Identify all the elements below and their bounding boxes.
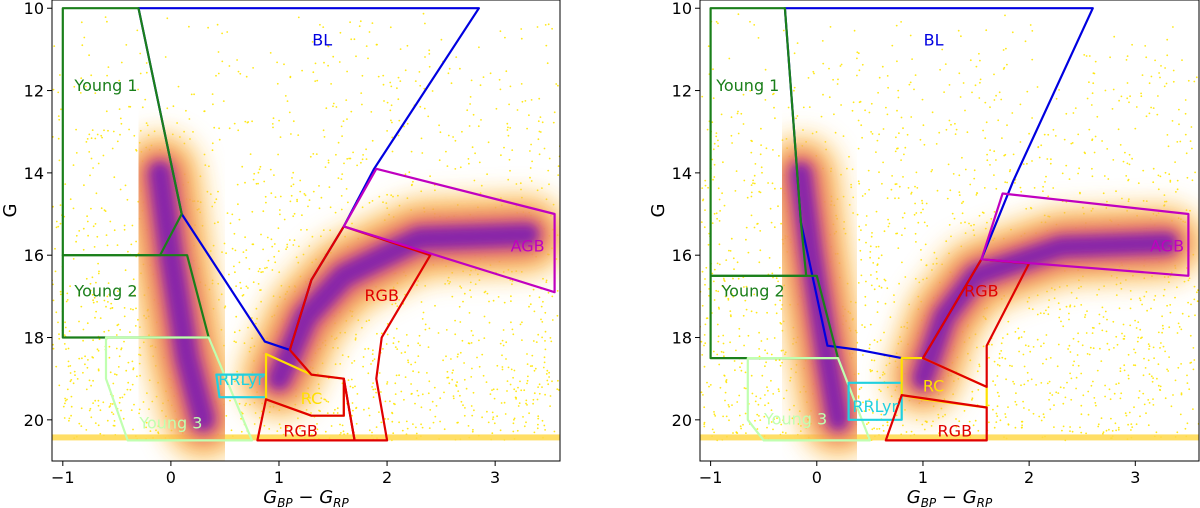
x-tick-label: −1	[51, 468, 75, 487]
y-tick-label: 14	[672, 164, 692, 183]
x-tick-label: 2	[1024, 468, 1034, 487]
region-label: RC	[923, 376, 945, 395]
region-label: RRLyr	[218, 370, 264, 389]
region-label: RGB	[283, 422, 318, 441]
x-axis-label: GBP − GRP	[263, 487, 349, 508]
y-tick-label: 12	[24, 82, 44, 101]
region-label: AGB	[1150, 237, 1184, 256]
plot-area	[700, 7, 1199, 455]
y-tick-label: 10	[672, 0, 692, 18]
right-panel: BL Young 1 Young 2 Young 3 RRLyr RC RGB RGB AGB −…	[648, 0, 1200, 508]
left-panel: BL Young 1 Young 2 Young 3 RRLyr RC RGB RGB AGB −…	[0, 0, 561, 508]
region-young-1-outline	[61, 7, 183, 257]
region-young-1-outline	[709, 7, 808, 277]
plot-area	[52, 7, 560, 458]
region-agb-outline	[980, 192, 1190, 277]
x-tick-label: 0	[812, 468, 822, 487]
axes-frame	[699, 0, 1200, 462]
region-rrlyr-outline	[847, 381, 903, 421]
density-giant-branch	[887, 207, 1199, 414]
region-young-3-outline	[104, 336, 254, 442]
y-tick-label: 14	[24, 164, 44, 183]
region-label: Young 2	[721, 282, 785, 301]
y-tick-label: 10	[24, 0, 44, 18]
y-axis-label: G	[648, 204, 669, 218]
x-tick-label: 1	[918, 468, 928, 487]
region-label: Young 1	[715, 76, 779, 95]
region-label: AGB	[511, 237, 545, 256]
region-label: Young 3	[138, 414, 202, 433]
x-tick-label: 3	[1130, 468, 1140, 487]
y-tick-label: 16	[672, 246, 692, 265]
y-tick-label: 18	[672, 329, 692, 348]
region-rgb-outline	[288, 225, 432, 442]
y-tick-label: 12	[672, 82, 692, 101]
region-label: Young 1	[73, 76, 137, 95]
faint-limit-band	[52, 434, 560, 441]
region-label: Young 2	[73, 282, 137, 301]
y-tick-label: 18	[24, 329, 44, 348]
faint-limit-band	[700, 434, 1199, 441]
density-giant-branch	[241, 196, 560, 417]
axes-frame	[51, 0, 561, 462]
x-tick-label: 3	[490, 468, 500, 487]
x-tick-label: −1	[699, 468, 723, 487]
x-tick-label: 1	[274, 468, 284, 487]
region-label: RGB	[364, 286, 399, 305]
y-axis-label: G	[0, 204, 21, 218]
region-rgb-outline	[884, 394, 988, 442]
region-rgb-outline	[921, 258, 1031, 388]
x-tick-label: 0	[166, 468, 176, 487]
region-agb-outline	[342, 167, 556, 294]
region-label: RGB	[938, 422, 973, 441]
x-axis-label: GBP − GRP	[907, 487, 993, 508]
region-young-3-outline	[746, 357, 872, 442]
y-tick-label: 20	[672, 411, 692, 430]
density-upper-main-sequence	[122, 135, 242, 458]
region-label: BL	[924, 31, 944, 50]
region-label: Young 3	[763, 409, 827, 428]
region-label: RRLyr	[852, 397, 898, 416]
region-label: RC	[301, 389, 323, 408]
region-label: BL	[312, 31, 332, 50]
region-label: RGB	[964, 282, 999, 301]
y-tick-label: 16	[24, 246, 44, 265]
density-upper-main-sequence	[765, 137, 874, 455]
x-tick-label: 2	[382, 468, 392, 487]
y-tick-label: 20	[24, 411, 44, 430]
